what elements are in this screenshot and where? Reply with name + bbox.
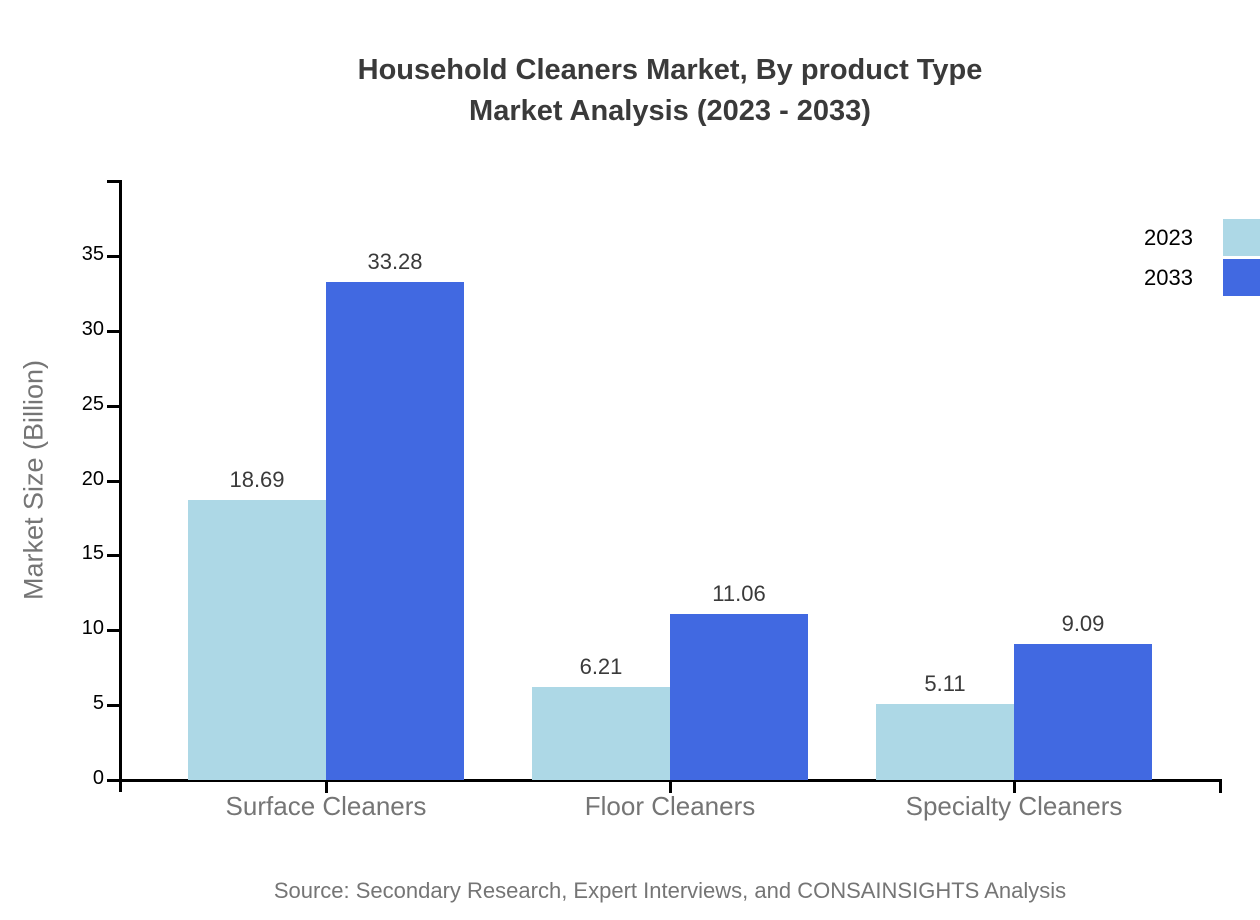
source-caption: Source: Secondary Research, Expert Inter… bbox=[273, 878, 1067, 903]
x-tick bbox=[325, 780, 328, 793]
x-tick bbox=[669, 780, 672, 793]
bar-value-label: 9.09 bbox=[1061, 611, 1105, 636]
category-label: Specialty Cleaners bbox=[905, 791, 1123, 821]
y-tick bbox=[107, 180, 120, 184]
bar-value-label: 5.11 bbox=[924, 671, 966, 696]
y-tick-label: 10 bbox=[81, 617, 104, 640]
y-tick-label: 0 bbox=[92, 767, 104, 789]
y-tick-label: 25 bbox=[81, 392, 104, 415]
y-axis-spine bbox=[119, 180, 122, 792]
y-tick bbox=[107, 329, 120, 333]
chart-title-line2: Market Analysis (2023 - 2033) bbox=[469, 95, 871, 127]
x-tick bbox=[1013, 780, 1016, 793]
y-tick bbox=[107, 255, 120, 259]
category-label: Floor Cleaners bbox=[584, 791, 756, 821]
y-tick-label: 30 bbox=[81, 317, 104, 340]
bar-value-label: 6.21 bbox=[579, 654, 623, 679]
legend-label-2033: 2033 bbox=[1144, 265, 1193, 290]
legend-swatch-2033 bbox=[1223, 259, 1260, 296]
bar-value-label: 33.28 bbox=[367, 249, 423, 274]
legend-label-2023: 2023 bbox=[1144, 225, 1193, 250]
y-tick bbox=[107, 629, 120, 633]
y-tick-label: 35 bbox=[81, 243, 104, 266]
bar-value-label: 18.69 bbox=[229, 467, 285, 492]
chart-title: Household Cleaners Market, By product Ty… bbox=[80, 50, 1260, 132]
y-tick bbox=[107, 704, 120, 708]
chart-title-line1: Household Cleaners Market, By product Ty… bbox=[357, 54, 983, 86]
y-tick bbox=[107, 554, 120, 558]
bar-2033-2 bbox=[1014, 644, 1152, 780]
y-tick-label: 5 bbox=[92, 692, 104, 715]
bar-2033-0 bbox=[326, 282, 464, 780]
bar-2023-2 bbox=[876, 704, 1014, 780]
bar-2023-0 bbox=[188, 500, 326, 780]
y-tick bbox=[107, 779, 120, 782]
x-axis-end-tick bbox=[1219, 780, 1222, 793]
bar-2023-1 bbox=[532, 687, 670, 780]
y-tick-label: 20 bbox=[81, 467, 104, 490]
legend-swatch-2023 bbox=[1223, 219, 1260, 256]
y-tick bbox=[107, 404, 120, 408]
y-tick-label: 15 bbox=[81, 542, 104, 565]
y-tick bbox=[107, 479, 120, 483]
bar-value-label: 11.06 bbox=[712, 581, 766, 606]
bar-2033-1 bbox=[670, 614, 808, 780]
x-axis-line bbox=[107, 779, 1222, 782]
category-label: Surface Cleaners bbox=[225, 791, 427, 821]
